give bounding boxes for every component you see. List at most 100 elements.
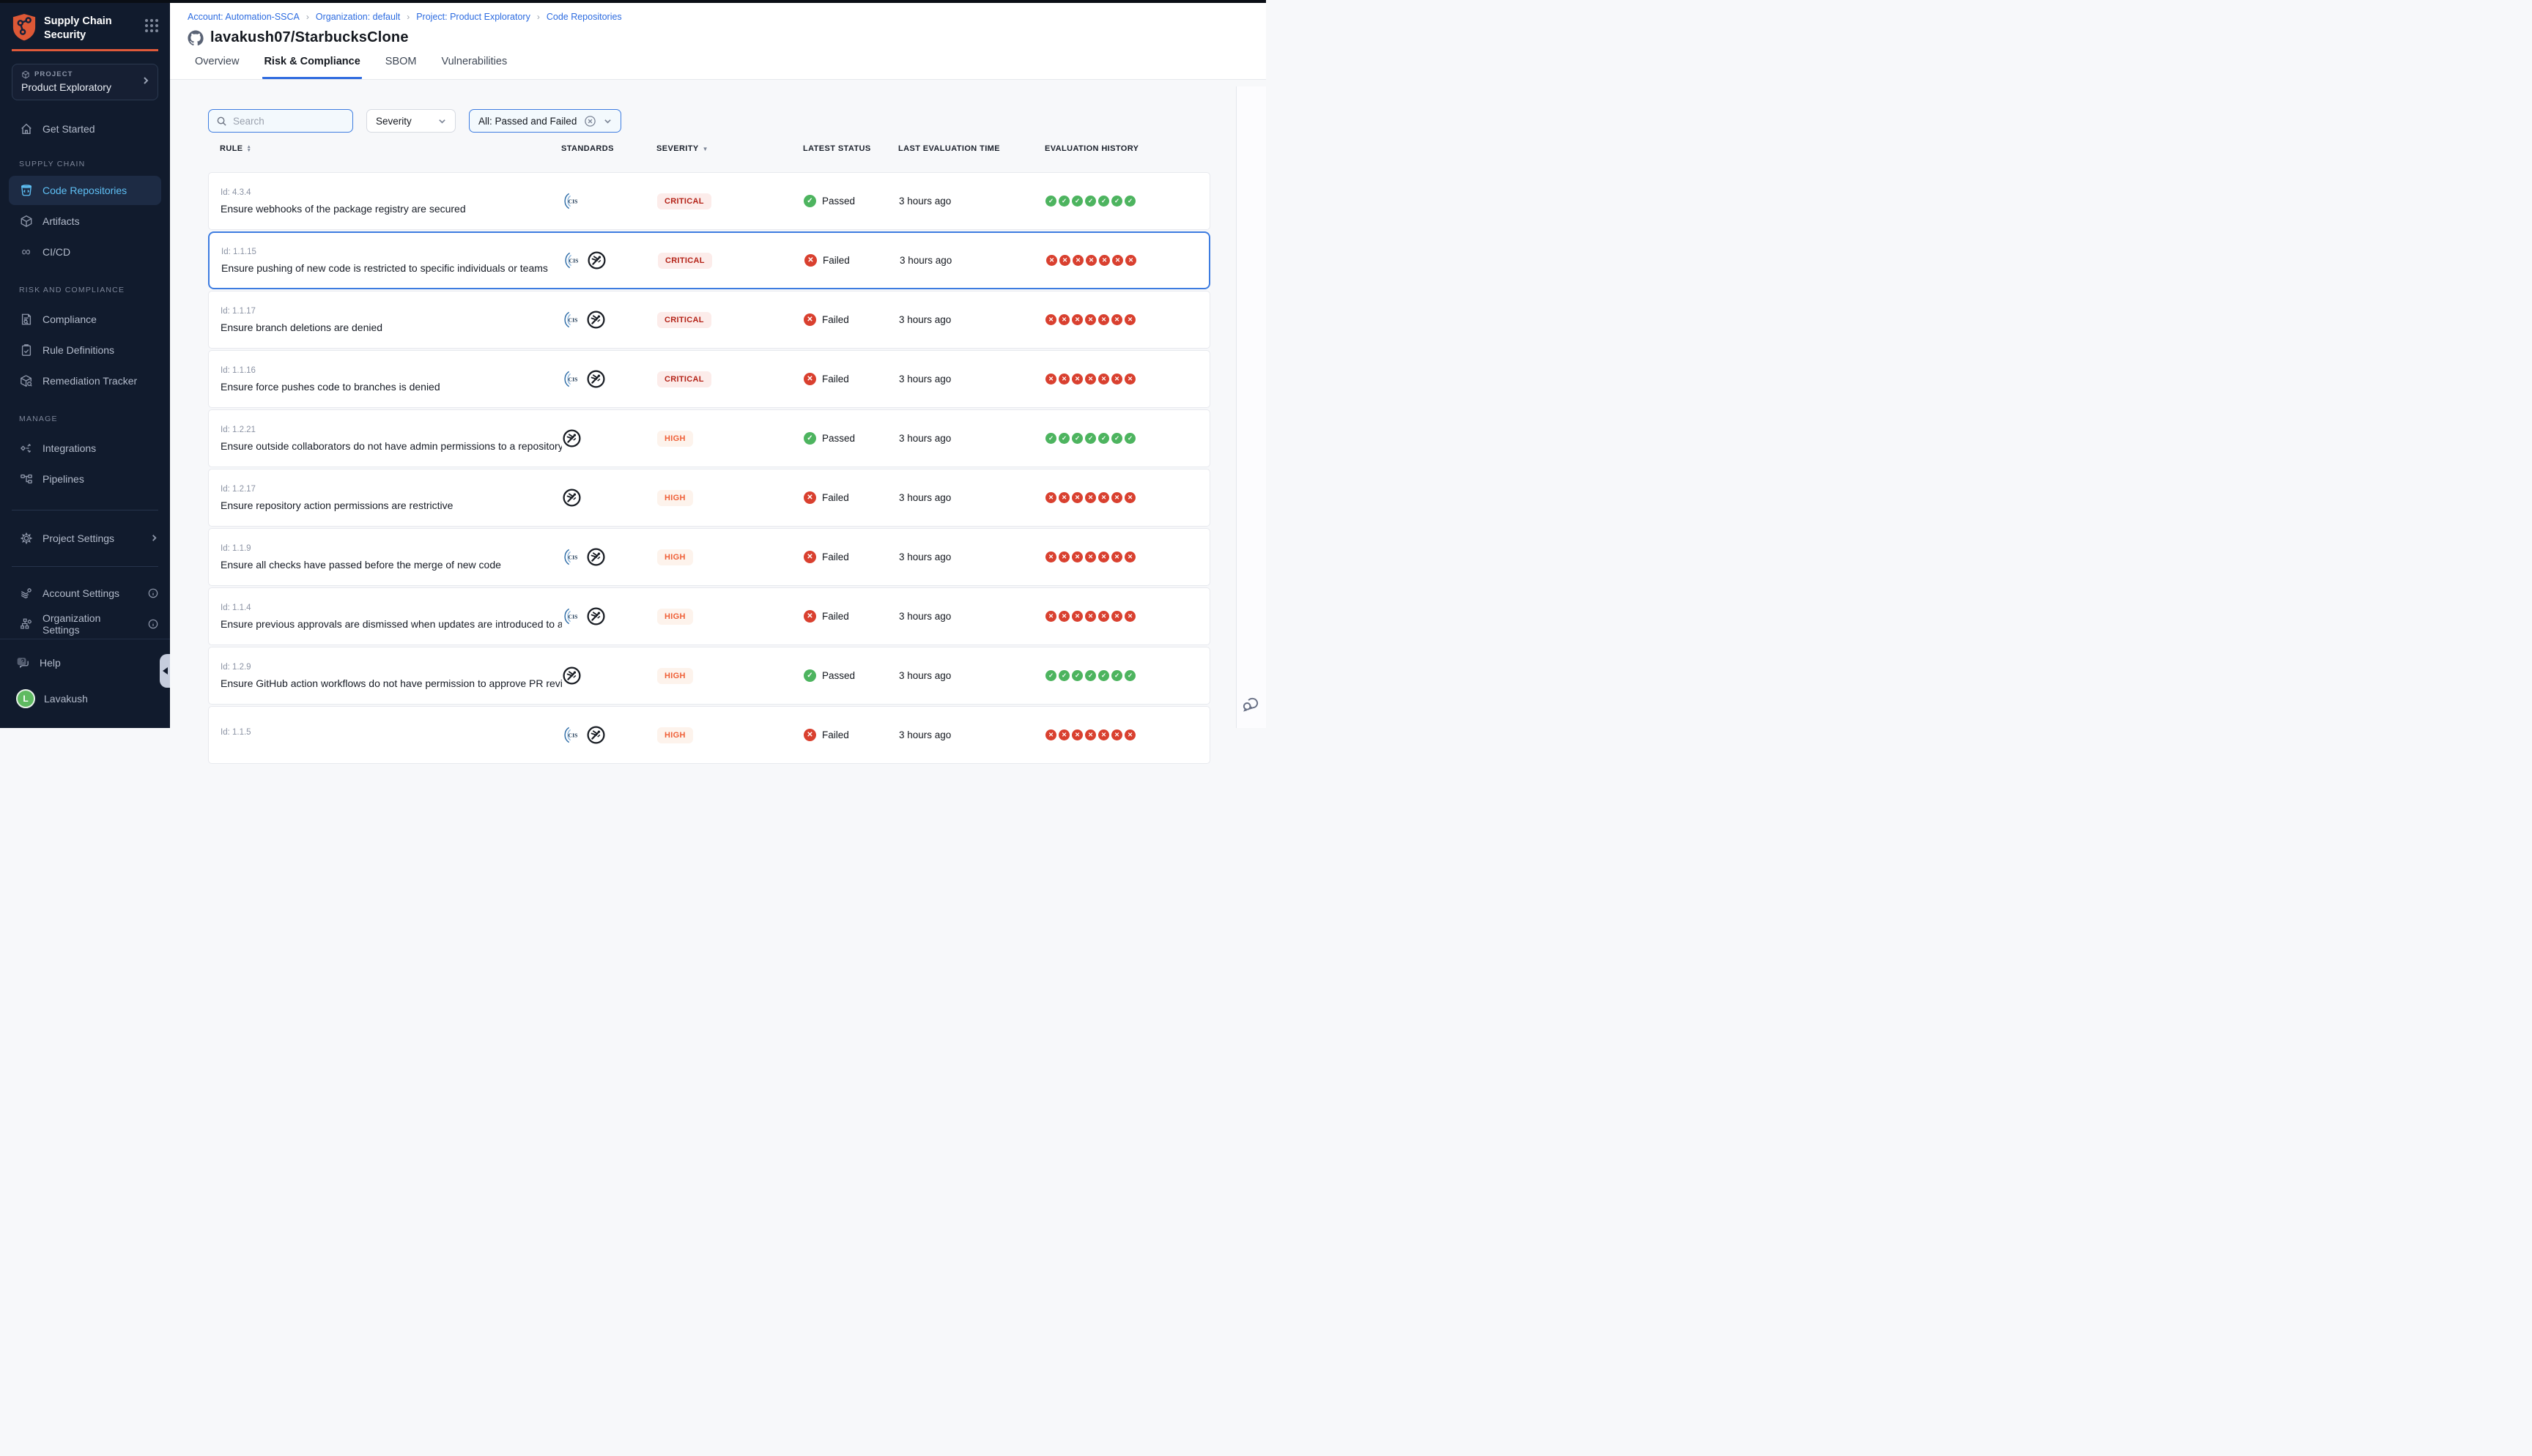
scroll-gutter[interactable] xyxy=(1236,86,1266,728)
sidebar-item-integrations[interactable]: Integrations xyxy=(0,434,170,463)
sidebar-item-label: Integrations xyxy=(42,442,97,454)
table-row[interactable]: Id: 1.1.9 Ensure all checks have passed … xyxy=(208,528,1210,586)
evaluation-history: ✕ ✕ ✕ ✕ ✕ ✕ ✕ xyxy=(1045,374,1210,385)
sidebar-item-artifacts[interactable]: Artifacts xyxy=(0,207,170,236)
evaluation-history: ✓ ✓ ✓ ✓ ✓ ✓ ✓ xyxy=(1045,670,1210,681)
latest-status: ✕ Failed xyxy=(804,729,899,741)
tab-vulnerabilities[interactable]: Vulnerabilities xyxy=(441,56,508,67)
history-pass-icon: ✓ xyxy=(1059,433,1070,444)
info-icon[interactable] xyxy=(148,588,158,598)
breadcrumb-account[interactable]: Account: Automation-SSCA xyxy=(188,12,300,22)
tab-overview[interactable]: Overview xyxy=(195,56,240,67)
rule-description: Ensure GitHub action workflows do not ha… xyxy=(221,677,562,689)
collapse-left-arrow-icon xyxy=(162,667,168,675)
severity-select[interactable]: Severity xyxy=(366,109,456,133)
history-fail-icon: ✕ xyxy=(1111,551,1122,562)
history-fail-icon: ✕ xyxy=(1125,611,1136,622)
svg-text:CIS: CIS xyxy=(569,732,578,738)
sidebar-item-help[interactable]: Help xyxy=(0,648,170,677)
history-pass-icon: ✓ xyxy=(1125,433,1136,444)
history-fail-icon: ✕ xyxy=(1098,729,1109,740)
tabs: Overview Risk & Compliance SBOM Vulnerab… xyxy=(188,56,1248,79)
evaluation-history: ✕ ✕ ✕ ✕ ✕ ✕ ✕ xyxy=(1046,255,1209,266)
table-row[interactable]: Id: 1.1.17 Ensure branch deletions are d… xyxy=(208,291,1210,349)
table-row[interactable]: Id: 1.2.9 Ensure GitHub action workflows… xyxy=(208,647,1210,705)
status-label: Failed xyxy=(822,611,849,622)
sidebar-item-organization-settings[interactable]: Organization Settings xyxy=(0,609,170,639)
sidebar-item-code-repositories[interactable]: Code Repositories xyxy=(9,175,161,205)
user-menu[interactable]: L Lavakush xyxy=(0,689,170,708)
logo-title-line1: Supply Chain xyxy=(44,15,112,27)
sidebar-collapse-handle[interactable] xyxy=(160,654,170,688)
svg-text:CIS: CIS xyxy=(569,198,578,204)
tab-risk-and-compliance[interactable]: Risk & Compliance xyxy=(262,56,362,79)
search-input[interactable] xyxy=(233,115,336,127)
rule-description: Ensure all checks have passed before the… xyxy=(221,558,501,571)
history-fail-icon: ✕ xyxy=(1073,255,1084,266)
history-fail-icon: ✕ xyxy=(1111,374,1122,385)
history-fail-icon: ✕ xyxy=(1098,374,1109,385)
project-selector[interactable]: PROJECT Product Exploratory xyxy=(12,63,158,100)
layers-gear-icon xyxy=(19,586,33,600)
sidebar-item-account-settings[interactable]: Account Settings xyxy=(0,579,170,608)
latest-status: ✕ Failed xyxy=(804,551,899,563)
owasp-wasp-icon xyxy=(563,429,581,447)
sidebar-item-remediation-tracker[interactable]: Remediation Tracker xyxy=(0,366,170,395)
sort-desc-icon[interactable]: ▼ xyxy=(702,145,708,152)
cis-standard-icon: CIS xyxy=(564,193,580,209)
support-chat-icon[interactable] xyxy=(1241,694,1261,716)
table-row[interactable]: Id: 4.3.4 Ensure webhooks of the package… xyxy=(208,172,1210,230)
divider xyxy=(12,565,158,567)
breadcrumb-project[interactable]: Project: Product Exploratory xyxy=(416,12,530,22)
cis-standard-icon: CIS xyxy=(564,549,580,565)
table-row[interactable]: Id: 1.1.4 Ensure previous approvals are … xyxy=(208,587,1210,645)
breadcrumb-code-repositories[interactable]: Code Repositories xyxy=(546,12,622,22)
status-filter-select[interactable]: All: Passed and Failed xyxy=(469,109,622,133)
sidebar-item-get-started[interactable]: Get Started xyxy=(0,114,170,144)
sort-icon[interactable]: ▲ ▼ xyxy=(246,144,252,153)
cis-standard-icon: CIS xyxy=(564,727,580,743)
table-row[interactable]: Id: 1.1.5 CIS HIGH ✕ Failed 3 hours ago … xyxy=(208,706,1210,764)
sidebar-item-label: Project Settings xyxy=(42,532,115,544)
sidebar-item-rule-definitions[interactable]: Rule Definitions xyxy=(0,335,170,365)
last-evaluation-time: 3 hours ago xyxy=(899,611,952,622)
info-icon[interactable] xyxy=(148,619,158,629)
standards-cell xyxy=(562,488,657,508)
tab-sbom[interactable]: SBOM xyxy=(385,56,417,67)
history-fail-icon: ✕ xyxy=(1045,729,1056,740)
risk-compliance-panel: Severity All: Passed and Failed RULE ▲▼ xyxy=(170,80,1266,764)
section-heading-supply-chain: SUPPLY CHAIN xyxy=(19,159,86,168)
history-fail-icon: ✕ xyxy=(1072,729,1083,740)
history-fail-icon: ✕ xyxy=(1098,551,1109,562)
last-evaluation-time: 3 hours ago xyxy=(899,729,952,740)
last-evaluation-time: 3 hours ago xyxy=(899,314,952,325)
status-label: Failed xyxy=(823,255,850,266)
breadcrumb-organization[interactable]: Organization: default xyxy=(315,12,401,22)
history-fail-icon: ✕ xyxy=(1045,492,1056,503)
table-row[interactable]: Id: 1.2.17 Ensure repository action perm… xyxy=(208,469,1210,527)
search-box[interactable] xyxy=(208,109,353,133)
severity-badge: HIGH xyxy=(657,489,693,506)
rule-id: Id: 4.3.4 xyxy=(221,187,251,197)
rule-id: Id: 1.2.21 xyxy=(221,425,256,434)
sidebar-item-compliance[interactable]: Compliance xyxy=(0,305,170,334)
sidebar-item-cicd[interactable]: ∞ CI/CD xyxy=(0,237,170,267)
table-header: RULE ▲ ▼ STANDARDS SEVERITY ▼ LATEST STAT… xyxy=(208,144,1210,153)
rule-id: Id: 1.1.17 xyxy=(221,306,256,316)
cis-standard-icon: CIS xyxy=(564,311,580,328)
apps-grid-icon[interactable] xyxy=(145,19,158,32)
sidebar-item-project-settings[interactable]: Project Settings xyxy=(0,524,170,553)
project-label: PROJECT xyxy=(34,70,73,79)
evaluation-history: ✕ ✕ ✕ ✕ ✕ ✕ ✕ xyxy=(1045,314,1210,325)
status-label: Passed xyxy=(822,433,856,444)
table-row[interactable]: Id: 1.1.15 Ensure pushing of new code is… xyxy=(208,231,1210,289)
table-row[interactable]: Id: 1.2.21 Ensure outside collaborators … xyxy=(208,409,1210,467)
standards-cell: CIS xyxy=(562,191,657,211)
sidebar-item-pipelines[interactable]: Pipelines xyxy=(0,464,170,494)
table-row[interactable]: Id: 1.1.16 Ensure force pushes code to b… xyxy=(208,350,1210,408)
severity-badge: HIGH xyxy=(657,549,693,565)
last-evaluation-time: 3 hours ago xyxy=(899,196,952,207)
sidebar-item-label: Get Started xyxy=(42,122,95,135)
standards-cell xyxy=(562,666,657,686)
clear-filter-icon[interactable] xyxy=(584,115,596,127)
